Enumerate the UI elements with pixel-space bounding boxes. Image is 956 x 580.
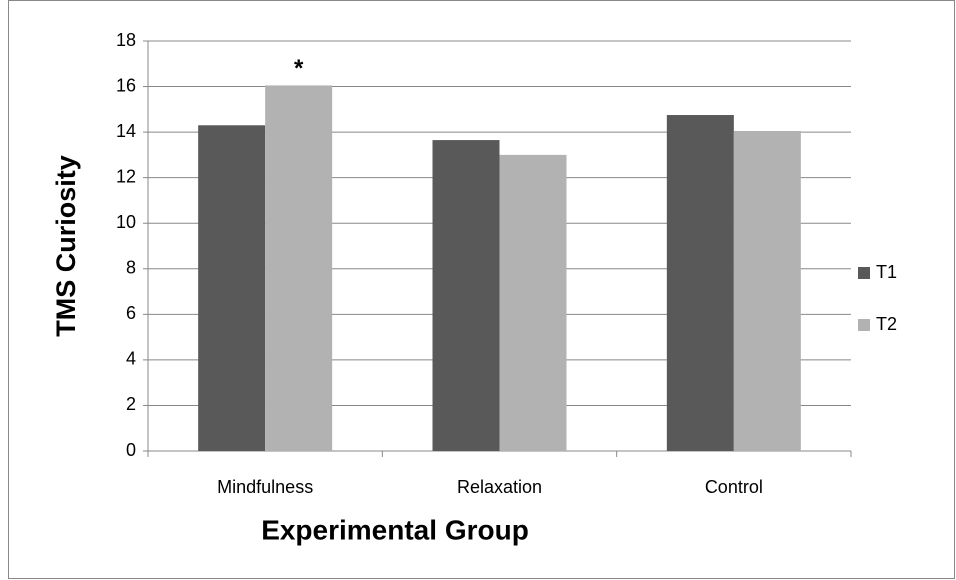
annotation: * xyxy=(294,55,304,82)
bar xyxy=(499,154,567,451)
y-tick-label: 16 xyxy=(116,75,136,95)
x-tick-label: Relaxation xyxy=(457,477,542,497)
x-tick-label: Mindfulness xyxy=(217,477,313,497)
y-tick-label: 0 xyxy=(126,440,136,460)
legend-label: T2 xyxy=(876,314,897,334)
bar xyxy=(265,85,333,452)
y-tick-label: 12 xyxy=(116,166,136,186)
y-tick-label: 18 xyxy=(116,30,136,50)
y-tick-label: 10 xyxy=(116,212,136,232)
y-tick-label: 8 xyxy=(126,258,136,278)
legend-swatch xyxy=(858,267,870,279)
bar xyxy=(733,130,801,451)
legend-label: T1 xyxy=(876,262,897,282)
legend-swatch xyxy=(858,319,870,331)
x-tick-label: Control xyxy=(705,477,763,497)
bar xyxy=(198,125,266,452)
y-tick-label: 2 xyxy=(126,394,136,414)
y-tick-label: 4 xyxy=(126,349,136,369)
y-axis-title: TMS Curiosity xyxy=(51,155,81,337)
y-tick-label: 6 xyxy=(126,303,136,323)
bar xyxy=(432,140,500,452)
bar xyxy=(666,115,734,452)
x-axis-title: Experimental Group xyxy=(261,514,529,545)
y-tick-label: 14 xyxy=(116,121,136,141)
